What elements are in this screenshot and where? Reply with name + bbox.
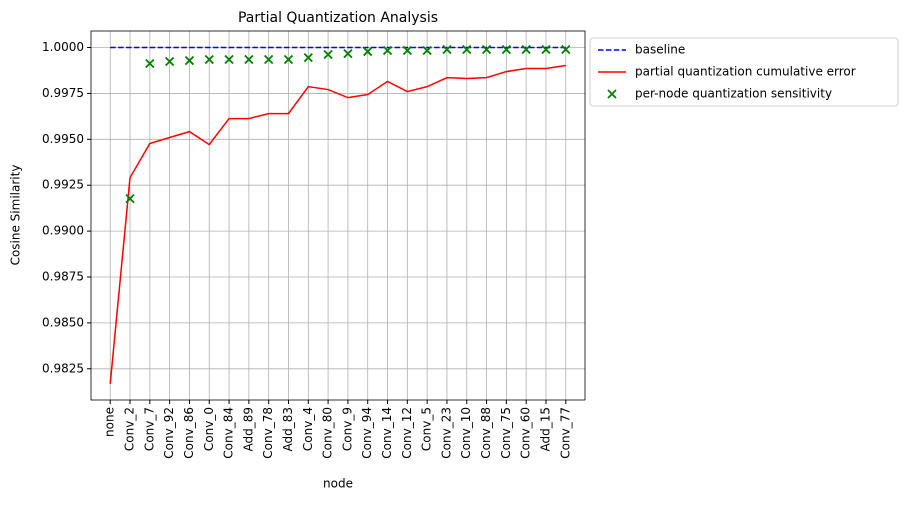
y-tick-label: 1.0000 bbox=[42, 40, 84, 54]
x-tick-label: Conv_94 bbox=[360, 407, 374, 459]
legend: baseline partial quantization cumulative … bbox=[589, 37, 899, 107]
x-tick-label: Add_89 bbox=[241, 407, 255, 452]
y-tick-label: 0.9950 bbox=[42, 132, 84, 146]
x-tick-label: Conv_75 bbox=[499, 407, 513, 459]
x-tick-label: Conv_10 bbox=[459, 407, 473, 459]
scatter-point bbox=[402, 45, 412, 56]
scatter-point bbox=[501, 44, 512, 55]
scatter-point bbox=[422, 45, 432, 56]
legend-label: per-node quantization sensitivity bbox=[635, 87, 832, 101]
x-tick-label: Conv_7 bbox=[142, 407, 156, 451]
plot-frame bbox=[90, 30, 586, 401]
y-tick-label: 0.9825 bbox=[42, 361, 84, 375]
scatter-point bbox=[264, 54, 274, 65]
line-series bbox=[109, 64, 566, 384]
x-tick-label: Conv_88 bbox=[479, 407, 493, 459]
scatter-point bbox=[323, 49, 333, 60]
x-tick-label: Conv_77 bbox=[558, 407, 572, 459]
legend-label: partial quantization cumulative error bbox=[635, 65, 856, 79]
scatter-point bbox=[541, 44, 551, 55]
legend-marker bbox=[607, 89, 617, 99]
x-axis-label: node bbox=[323, 477, 353, 491]
y-tick-label: 0.9925 bbox=[42, 178, 84, 192]
legend-box bbox=[589, 37, 899, 107]
x-tick-label: Conv_80 bbox=[321, 407, 335, 459]
scatter-point bbox=[442, 44, 452, 55]
x-tick-label: Conv_2 bbox=[123, 407, 137, 451]
scatter-point bbox=[125, 193, 135, 204]
x-tick-label: Conv_84 bbox=[222, 407, 236, 459]
chart-title: Partial Quantization Analysis bbox=[238, 10, 438, 26]
scatter-point bbox=[363, 46, 373, 57]
legend-label: baseline bbox=[635, 43, 685, 57]
scatter-point bbox=[561, 44, 571, 55]
scatter-point bbox=[224, 54, 234, 65]
x-tick-label: Conv_5 bbox=[420, 407, 434, 451]
scatter-point bbox=[521, 44, 531, 55]
x-tick-label: Conv_86 bbox=[182, 407, 196, 459]
x-tick-label: Conv_23 bbox=[439, 407, 453, 459]
scatter-point bbox=[164, 56, 175, 67]
x-tick-label: Add_15 bbox=[538, 407, 552, 452]
x-tick-label: Conv_0 bbox=[202, 407, 216, 451]
y-tick-label: 0.9900 bbox=[42, 224, 84, 238]
scatter-point bbox=[462, 44, 472, 55]
x-tick-label: Conv_12 bbox=[400, 407, 414, 459]
x-tick-label: Conv_9 bbox=[340, 407, 354, 451]
scatter-point bbox=[283, 54, 294, 65]
scatter-point bbox=[204, 54, 214, 65]
y-tick-label: 0.9975 bbox=[42, 86, 84, 100]
scatter-point bbox=[184, 55, 195, 66]
x-tick-label: Conv_78 bbox=[261, 407, 275, 459]
y-tick-label: 0.9850 bbox=[42, 315, 84, 329]
scatter-point bbox=[244, 54, 254, 65]
x-tick-label: Conv_14 bbox=[380, 407, 394, 459]
y-tick-label: 0.9875 bbox=[42, 270, 84, 284]
scatter-point bbox=[145, 58, 155, 69]
scatter-point bbox=[382, 45, 393, 56]
scatter-point bbox=[481, 44, 492, 55]
x-tick-label: Conv_4 bbox=[301, 407, 315, 451]
x-tick-label: none bbox=[103, 407, 117, 437]
x-tick-label: Conv_92 bbox=[162, 407, 176, 459]
x-tick-label: Add_83 bbox=[281, 407, 295, 452]
x-tick-label: Conv_60 bbox=[519, 407, 533, 459]
scatter-point bbox=[303, 52, 313, 63]
y-axis-label: Cosine Similarity bbox=[9, 165, 23, 266]
scatter-point bbox=[343, 48, 353, 59]
